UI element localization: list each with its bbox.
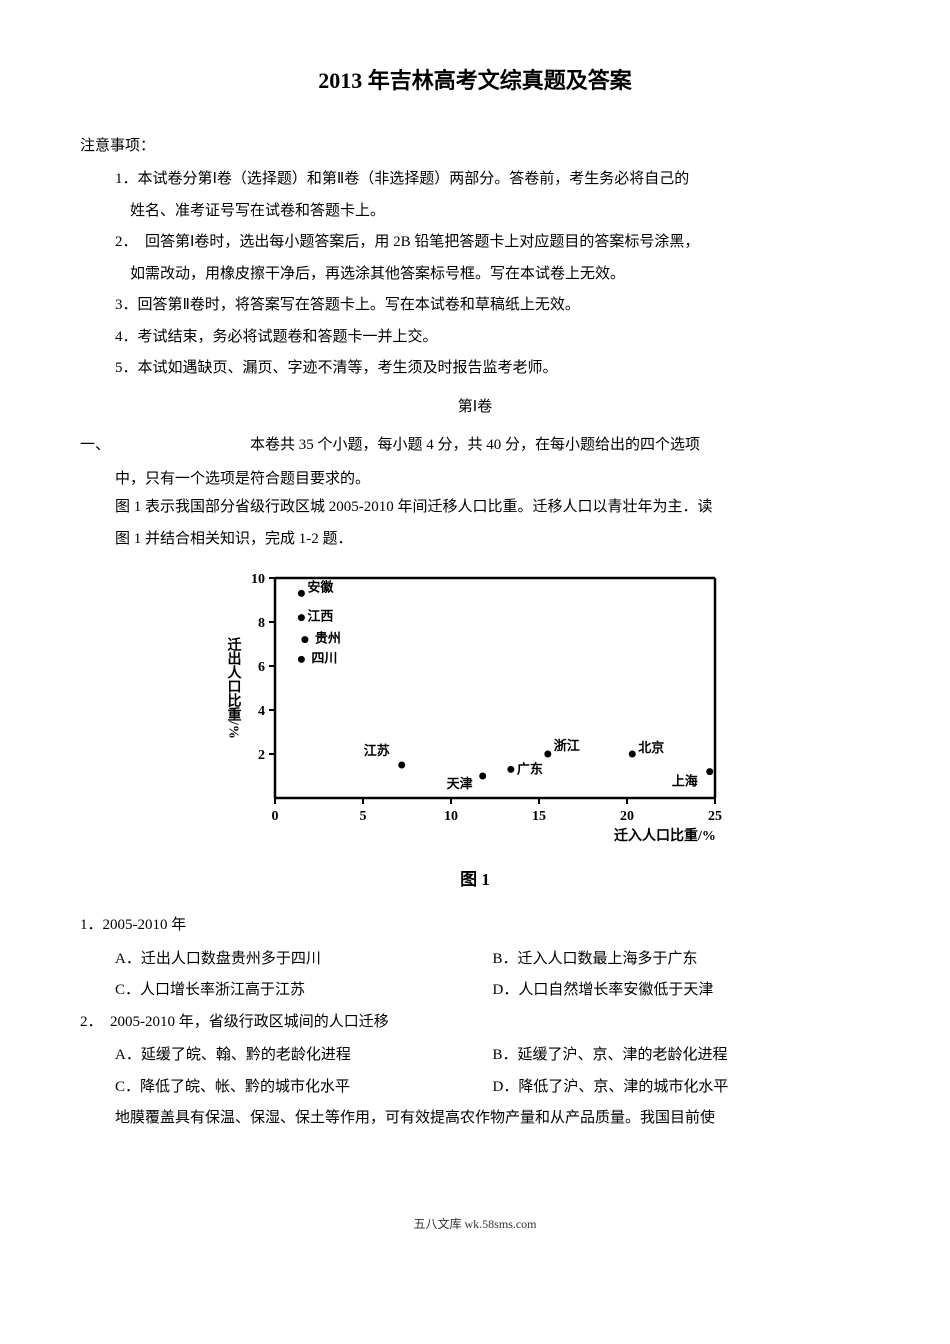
- scatter-chart: 0 5 10 15 20 25 2 4 6 8 10 迁入人口比重/% 迁出人口比重/% 安徽江西贵州四川…: [80, 568, 870, 896]
- option-b: B．延缓了沪、京、津的老龄化进程: [493, 1041, 871, 1070]
- svg-text:贵州: 贵州: [315, 631, 341, 646]
- svg-text:2: 2: [258, 748, 265, 763]
- notice-list: 1．本试卷分第Ⅰ卷（选择题）和第Ⅱ卷（非选择题）两部分。答卷前，考生务必将自己的…: [80, 165, 870, 383]
- svg-text:迁入人口比重/%: 迁入人口比重/%: [614, 827, 716, 844]
- notice-item: 2． 回答第Ⅰ卷时，选出每小题答案后，用 2B 铅笔把答题卡上对应题目的答案标号…: [115, 228, 870, 257]
- chart-svg: 0 5 10 15 20 25 2 4 6 8 10 迁入人口比重/% 迁出人口比重/% 安徽江西贵州四川…: [215, 568, 735, 848]
- question-stem: 2005-2010 年: [103, 917, 187, 933]
- svg-text:四川: 四川: [311, 651, 337, 666]
- question-number: 2．: [80, 1014, 95, 1030]
- notice-item: 5．本试如遇缺页、漏页、字迹不清等，考生须及时报告监考老师。: [115, 354, 870, 383]
- svg-text:6: 6: [258, 660, 265, 675]
- svg-text:0: 0: [272, 809, 279, 824]
- svg-text:10: 10: [251, 572, 265, 587]
- svg-text:25: 25: [708, 809, 722, 824]
- section-intro-text: 本卷共 35 个小题，每小题 4 分，共 40 分，在每小题给出的四个选项: [110, 431, 870, 460]
- notice-item: 如需改动，用橡皮擦干净后，再选涂其他答案标号框。写在本试卷上无效。: [115, 260, 870, 289]
- question-number: 1．: [80, 917, 103, 933]
- option-a: A．迁出人口数盘贵州多于四川: [115, 945, 493, 974]
- svg-text:浙江: 浙江: [554, 738, 580, 753]
- chart-caption: 图 1: [80, 864, 870, 896]
- svg-text:上海: 上海: [672, 774, 698, 789]
- svg-text:天津: 天津: [447, 776, 473, 791]
- option-c: C．降低了皖、帐、黔的城市化水平: [115, 1073, 493, 1102]
- svg-text:迁出人口比重/%: 迁出人口比重/%: [226, 637, 242, 740]
- notice-item: 4．考试结束，务必将试题卷和答题卡一并上交。: [115, 323, 870, 352]
- section-intro: 一、 本卷共 35 个小题，每小题 4 分，共 40 分，在每小题给出的四个选项: [80, 431, 870, 460]
- option-d: D．人口自然增长率安徽低于天津: [493, 976, 871, 1005]
- option-a: A．延缓了皖、翰、黔的老龄化进程: [115, 1041, 493, 1070]
- svg-text:15: 15: [532, 809, 546, 824]
- question-1-options: A．迁出人口数盘贵州多于四川 B．迁入人口数最上海多于广东 C．人口增长率浙江高…: [80, 945, 870, 1005]
- notice-header: 注意事项：: [80, 132, 870, 161]
- question-1: 1．2005-2010 年: [80, 911, 870, 940]
- svg-text:广东: 广东: [517, 762, 543, 777]
- svg-text:20: 20: [620, 809, 634, 824]
- section-number: 一、: [80, 431, 110, 460]
- svg-text:安徽: 安徽: [307, 580, 334, 595]
- trailing-text: 地膜覆盖具有保温、保湿、保土等作用，可有效提高农作物产量和从产品质量。我国目前使: [115, 1104, 870, 1133]
- notice-item: 1．本试卷分第Ⅰ卷（选择题）和第Ⅱ卷（非选择题）两部分。答卷前，考生务必将自己的: [115, 165, 870, 194]
- context-text: 图 1 并结合相关知识，完成 1-2 题．: [80, 525, 870, 554]
- page-title: 2013 年吉林高考文综真题及答案: [80, 60, 870, 102]
- question-2-options: A．延缓了皖、翰、黔的老龄化进程 B．延缓了沪、京、津的老龄化进程 C．降低了皖…: [80, 1041, 870, 1133]
- question-stem: 2005-2010 年，省级行政区城间的人口迁移: [95, 1014, 389, 1030]
- option-b: B．迁入人口数最上海多于广东: [493, 945, 871, 974]
- svg-text:5: 5: [360, 809, 367, 824]
- svg-text:江西: 江西: [307, 609, 333, 624]
- context-text: 图 1 表示我国部分省级行政区城 2005-2010 年间迁移人口比重。迁移人口…: [80, 493, 870, 522]
- notice-item: 姓名、准考证号写在试卷和答题卡上。: [115, 197, 870, 226]
- svg-text:8: 8: [258, 616, 265, 631]
- svg-text:北京: 北京: [638, 740, 664, 755]
- section-intro-continue: 中，只有一个选项是符合题目要求的。: [80, 465, 870, 494]
- footer-text: 五八文库 wk.58sms.com: [80, 1213, 870, 1236]
- option-d: D．降低了沪、京、津的城市化水平: [493, 1073, 871, 1102]
- question-2: 2． 2005-2010 年，省级行政区城间的人口迁移: [80, 1008, 870, 1037]
- svg-text:江苏: 江苏: [364, 743, 390, 758]
- notice-item: 3．回答第Ⅱ卷时，将答案写在答题卡上。写在本试卷和草稿纸上无效。: [115, 291, 870, 320]
- option-c: C．人口增长率浙江高于江苏: [115, 976, 493, 1005]
- section-header: 第Ⅰ卷: [80, 393, 870, 422]
- svg-text:4: 4: [258, 704, 265, 719]
- svg-text:10: 10: [444, 809, 458, 824]
